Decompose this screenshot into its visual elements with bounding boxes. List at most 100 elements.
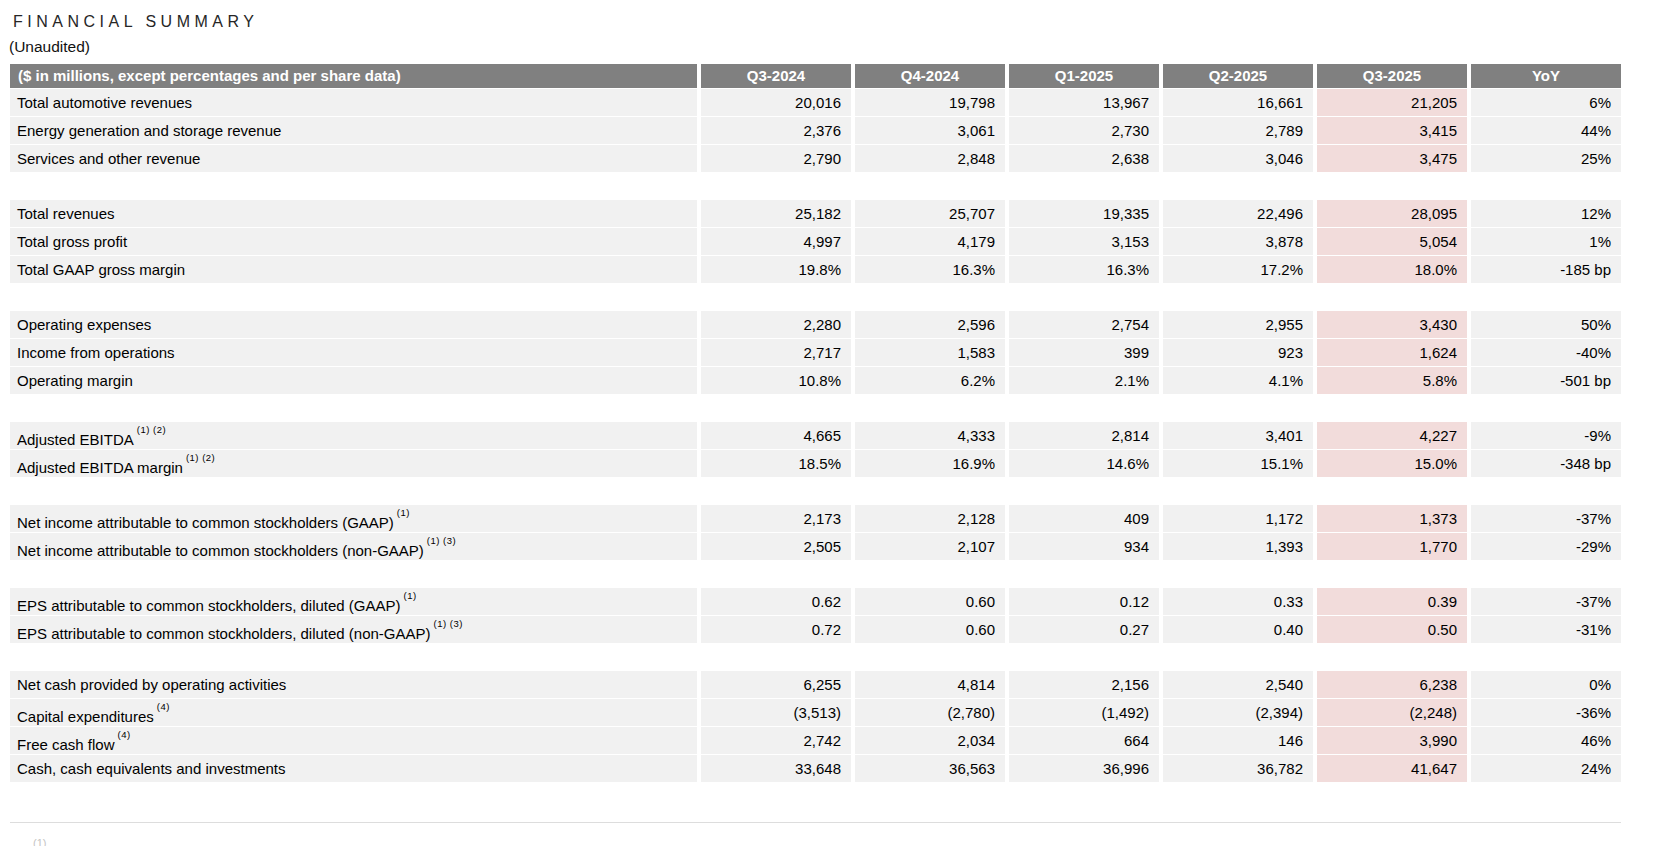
unit-label-header: ($ in millions, except percentages and p… xyxy=(10,64,697,88)
value-cell: 44% xyxy=(1471,117,1621,144)
value-cell: 3,878 xyxy=(1163,228,1313,255)
value-cell: 934 xyxy=(1009,533,1159,560)
value-cell: 18.0% xyxy=(1317,256,1467,283)
column-header: Q4-2024 xyxy=(855,64,1005,88)
value-cell: 19,335 xyxy=(1009,200,1159,227)
value-cell: 24% xyxy=(1471,755,1621,782)
value-cell: 16.3% xyxy=(1009,256,1159,283)
value-cell: 2,789 xyxy=(1163,117,1313,144)
column-header: YoY xyxy=(1471,64,1621,88)
row-label-sup: (1) xyxy=(397,507,410,518)
value-cell: 16,661 xyxy=(1163,89,1313,116)
value-cell: 16.9% xyxy=(855,450,1005,477)
value-cell: 33,648 xyxy=(701,755,851,782)
value-cell: 2,790 xyxy=(701,145,851,172)
value-cell: 14.6% xyxy=(1009,450,1159,477)
value-cell: 1,770 xyxy=(1317,533,1467,560)
value-cell: 18.5% xyxy=(701,450,851,477)
value-cell: 2,848 xyxy=(855,145,1005,172)
row-label: Total gross profit xyxy=(10,228,697,255)
row-label-text: Energy generation and storage revenue xyxy=(17,122,281,139)
section-spacer xyxy=(10,478,1621,504)
row-label-text: Total revenues xyxy=(17,205,115,222)
table-row: Adjusted EBITDA margin(1) (2) 18.5% 16.9… xyxy=(10,450,1621,477)
value-cell: 50% xyxy=(1471,311,1621,338)
table-row: Total automotive revenues 20,016 19,798 … xyxy=(10,89,1621,116)
value-cell: 15.0% xyxy=(1317,450,1467,477)
row-label-text: EPS attributable to common stockholders,… xyxy=(17,625,431,642)
row-label: Cash, cash equivalents and investments xyxy=(10,755,697,782)
row-label-sup: (1) xyxy=(404,590,417,601)
value-cell: 1% xyxy=(1471,228,1621,255)
table-row: Total gross profit 4,997 4,179 3,153 3,8… xyxy=(10,228,1621,255)
header-row: ($ in millions, except percentages and p… xyxy=(10,64,1621,88)
value-cell: 2,505 xyxy=(701,533,851,560)
value-cell: 0.12 xyxy=(1009,588,1159,615)
row-label-text: Income from operations xyxy=(17,344,175,361)
value-cell: 19,798 xyxy=(855,89,1005,116)
value-cell: -9% xyxy=(1471,422,1621,449)
value-cell: 2,128 xyxy=(855,505,1005,532)
value-cell: 3,401 xyxy=(1163,422,1313,449)
value-cell: 0.50 xyxy=(1317,616,1467,643)
row-label-sup: (4) xyxy=(118,729,131,740)
table-row: EPS attributable to common stockholders,… xyxy=(10,588,1621,615)
value-cell: 3,415 xyxy=(1317,117,1467,144)
value-cell: 5,054 xyxy=(1317,228,1467,255)
value-cell: 664 xyxy=(1009,727,1159,754)
value-cell: 25% xyxy=(1471,145,1621,172)
table-row: Energy generation and storage revenue 2,… xyxy=(10,117,1621,144)
value-cell: 12% xyxy=(1471,200,1621,227)
row-label-text: EPS attributable to common stockholders,… xyxy=(17,597,401,614)
section-spacer xyxy=(10,173,1621,199)
value-cell: (2,394) xyxy=(1163,699,1313,726)
row-label-sup: (1) (3) xyxy=(434,618,463,629)
row-label-text: Adjusted EBITDA xyxy=(17,431,134,448)
row-label-sup: (1) (2) xyxy=(186,452,215,463)
row-label-text: Total GAAP gross margin xyxy=(17,261,185,278)
section-spacer xyxy=(10,284,1621,310)
table-row: Services and other revenue 2,790 2,848 2… xyxy=(10,145,1621,172)
row-label-text: Operating expenses xyxy=(17,316,151,333)
page-subtitle: (Unaudited) xyxy=(9,38,90,56)
column-header: Q3-2025 xyxy=(1317,64,1467,88)
value-cell: 0.62 xyxy=(701,588,851,615)
value-cell: 21,205 xyxy=(1317,89,1467,116)
value-cell: 2,754 xyxy=(1009,311,1159,338)
value-cell: 409 xyxy=(1009,505,1159,532)
row-label: Net cash provided by operating activitie… xyxy=(10,671,697,698)
section-spacer xyxy=(10,395,1621,421)
value-cell: 25,182 xyxy=(701,200,851,227)
row-label-sup: (1) (3) xyxy=(427,535,456,546)
value-cell: 6.2% xyxy=(855,367,1005,394)
value-cell: 0.60 xyxy=(855,616,1005,643)
value-cell: 2,107 xyxy=(855,533,1005,560)
value-cell: 4,814 xyxy=(855,671,1005,698)
value-cell: 146 xyxy=(1163,727,1313,754)
value-cell: 3,430 xyxy=(1317,311,1467,338)
value-cell: 0.27 xyxy=(1009,616,1159,643)
value-cell: 36,782 xyxy=(1163,755,1313,782)
value-cell: 5.8% xyxy=(1317,367,1467,394)
value-cell: 4,227 xyxy=(1317,422,1467,449)
value-cell: 0.60 xyxy=(855,588,1005,615)
row-label: EPS attributable to common stockholders,… xyxy=(10,588,697,615)
value-cell: -37% xyxy=(1471,505,1621,532)
row-label: Services and other revenue xyxy=(10,145,697,172)
table-row: Free cash flow(4) 2,742 2,034 664 146 3,… xyxy=(10,727,1621,754)
value-cell: 10.8% xyxy=(701,367,851,394)
value-cell: 17.2% xyxy=(1163,256,1313,283)
table-row: Cash, cash equivalents and investments 3… xyxy=(10,755,1621,782)
value-cell: 1,172 xyxy=(1163,505,1313,532)
value-cell: 2,034 xyxy=(855,727,1005,754)
value-cell: (1,492) xyxy=(1009,699,1159,726)
table-body: Total automotive revenues 20,016 19,798 … xyxy=(10,89,1621,782)
value-cell: 3,153 xyxy=(1009,228,1159,255)
financial-summary-table: ($ in millions, except percentages and p… xyxy=(10,64,1621,783)
row-label: Energy generation and storage revenue xyxy=(10,117,697,144)
value-cell: 1,373 xyxy=(1317,505,1467,532)
row-label: Net income attributable to common stockh… xyxy=(10,505,697,532)
value-cell: 3,475 xyxy=(1317,145,1467,172)
value-cell: 0.39 xyxy=(1317,588,1467,615)
value-cell: 41,647 xyxy=(1317,755,1467,782)
